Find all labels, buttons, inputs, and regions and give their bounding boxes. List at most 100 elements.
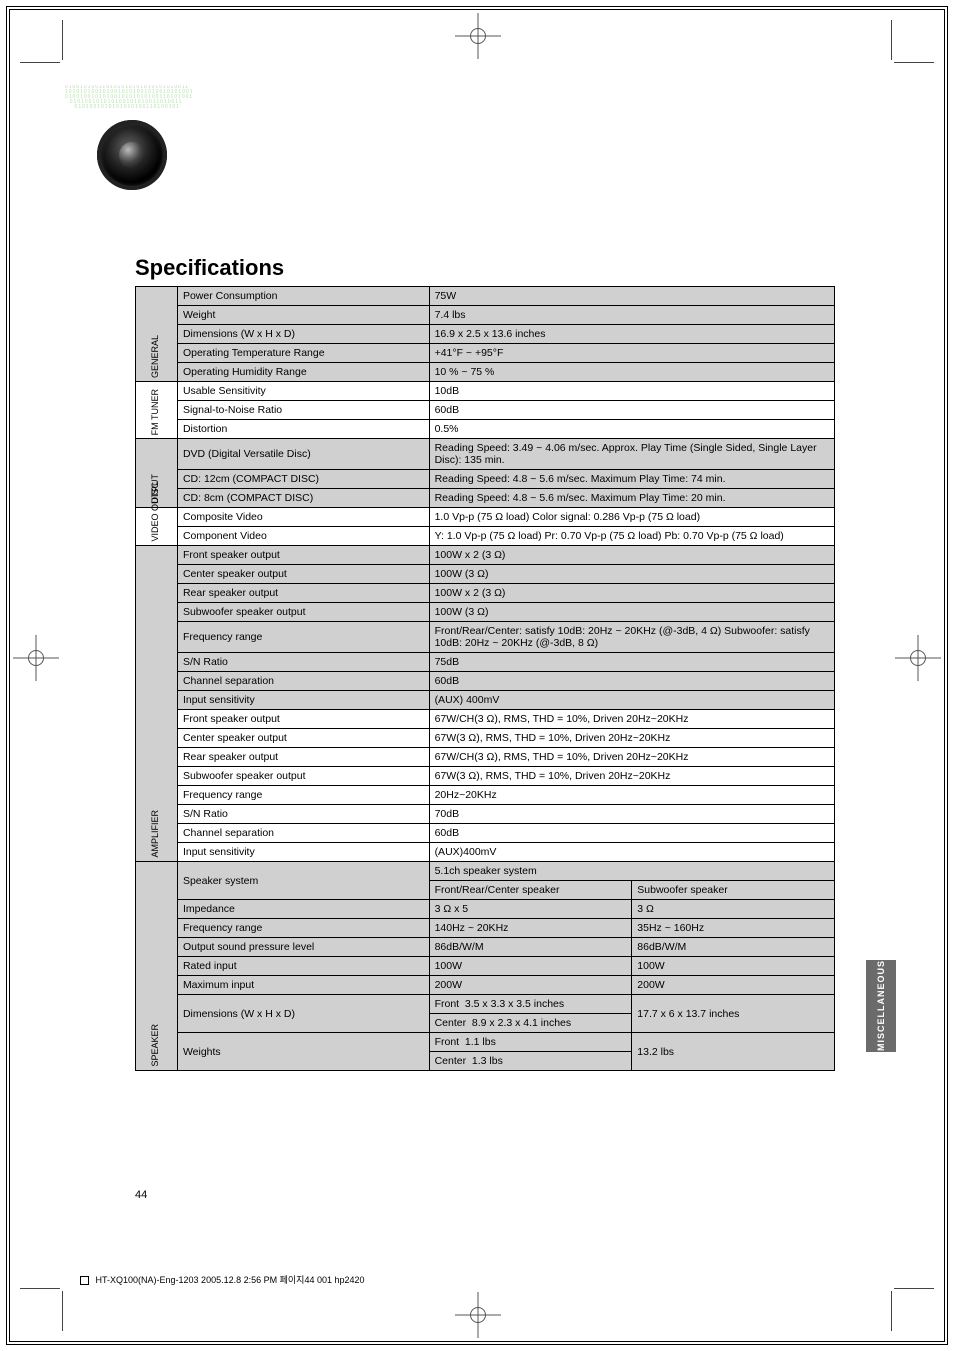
spec-label: Channel separation (177, 672, 429, 691)
spec-label: Rear speaker output (177, 748, 429, 767)
spec-label: Front speaker output (177, 710, 429, 729)
spec-label: Center speaker output (177, 729, 429, 748)
speaker-logo: 010010100110101010101010101010011 101010… (55, 75, 210, 245)
spec-value: 60dB (429, 401, 834, 420)
spec-label: Composite Video (177, 508, 429, 527)
spec-label: Frequency range (177, 786, 429, 805)
spec-label: CD: 12cm (COMPACT DISC) (177, 470, 429, 489)
spec-value: 20Hz~20KHz (429, 786, 834, 805)
spec-label: Speaker system (177, 862, 429, 900)
spec-value: 75W (429, 287, 834, 306)
spec-value: 67W(3 Ω), RMS, THD = 10%, Driven 20Hz~20… (429, 767, 834, 786)
spec-label: S/N Ratio (177, 653, 429, 672)
spec-value: Center 1.3 lbs (429, 1052, 632, 1071)
spec-value: 60dB (429, 672, 834, 691)
page-number: 44 (135, 1189, 147, 1201)
registration-icon (470, 1307, 486, 1323)
spec-value: 10 % ~ 75 % (429, 363, 834, 382)
spec-label: Usable Sensitivity (177, 382, 429, 401)
spec-value: 100W (429, 957, 632, 976)
spec-label: CD: 8cm (COMPACT DISC) (177, 489, 429, 508)
spec-label: Rated input (177, 957, 429, 976)
registration-icon (28, 650, 44, 666)
specifications-table: GENERAL Power Consumption 75W Weight 7.4… (135, 286, 835, 1071)
page: 010010100110101010101010101010011 101010… (0, 0, 954, 1351)
section-fm: FM TUNER (136, 382, 178, 439)
section-tab-misc: MISCELLANEOUS (866, 960, 896, 1052)
spec-value: 67W(3 Ω), RMS, THD = 10%, Driven 20Hz~20… (429, 729, 834, 748)
spec-label: Frequency range (177, 919, 429, 938)
spec-value: 100W (632, 957, 835, 976)
spec-value: 67W/CH(3 Ω), RMS, THD = 10%, Driven 20Hz… (429, 748, 834, 767)
spec-label: Frequency range (177, 622, 429, 653)
spec-value: 0.5% (429, 420, 834, 439)
page-title: Specifications (135, 255, 284, 281)
spec-value: 17.7 x 6 x 13.7 inches (632, 995, 835, 1033)
spec-label: Input sensitivity (177, 843, 429, 862)
spec-value: Reading Speed: 3.49 ~ 4.06 m/sec. Approx… (429, 439, 834, 470)
spec-label: Rear speaker output (177, 584, 429, 603)
section-amplifier: AMPLIFIER (136, 546, 178, 862)
spec-value: 3 Ω x 5 (429, 900, 632, 919)
spec-value: Y: 1.0 Vp-p (75 Ω load) Pr: 0.70 Vp-p (7… (429, 527, 834, 546)
checkbox-icon (80, 1276, 89, 1285)
crop-mark (891, 1291, 892, 1331)
spec-label: Input sensitivity (177, 691, 429, 710)
spec-value: (AUX)400mV (429, 843, 834, 862)
spec-value: Front/Rear/Center: satisfy 10dB: 20Hz ~ … (429, 622, 834, 653)
spec-label: Weight (177, 306, 429, 325)
spec-value: 13.2 lbs (632, 1033, 835, 1071)
spec-value: Reading Speed: 4.8 ~ 5.6 m/sec. Maximum … (429, 489, 834, 508)
crop-mark (20, 62, 60, 63)
spec-value: Front/Rear/Center speaker (429, 881, 632, 900)
spec-label: Subwoofer speaker output (177, 767, 429, 786)
spec-label: DVD (Digital Versatile Disc) (177, 439, 429, 470)
crop-mark (20, 1288, 60, 1289)
crop-mark (62, 1291, 63, 1331)
spec-value: 5.1ch speaker system (429, 862, 834, 881)
spec-value: 75dB (429, 653, 834, 672)
spec-label: Dimensions (W x H x D) (177, 995, 429, 1033)
spec-label: Distortion (177, 420, 429, 439)
spec-value: 16.9 x 2.5 x 13.6 inches (429, 325, 834, 344)
spec-label: Operating Temperature Range (177, 344, 429, 363)
spec-label: Front speaker output (177, 546, 429, 565)
spec-value: 35Hz ~ 160Hz (632, 919, 835, 938)
spec-value: +41°F ~ +95°F (429, 344, 834, 363)
spec-label: Channel separation (177, 824, 429, 843)
registration-icon (910, 650, 926, 666)
spec-value: 100W x 2 (3 Ω) (429, 546, 834, 565)
spec-value: 200W (429, 976, 632, 995)
section-tab-label: MISCELLANEOUS (876, 960, 886, 1051)
section-speaker: SPEAKER (136, 862, 178, 1071)
spec-value: 140Hz ~ 20KHz (429, 919, 632, 938)
spec-label: S/N Ratio (177, 805, 429, 824)
spec-value: (AUX) 400mV (429, 691, 834, 710)
spec-label: Weights (177, 1033, 429, 1071)
spec-value: 1.0 Vp-p (75 Ω load) Color signal: 0.286… (429, 508, 834, 527)
spec-value: 70dB (429, 805, 834, 824)
footer-meta: HT-XQ100(NA)-Eng-1203 2005.12.8 2:56 PM … (80, 1273, 365, 1286)
spec-value: 67W/CH(3 Ω), RMS, THD = 10%, Driven 20Hz… (429, 710, 834, 729)
section-video: VIDEO OUTPUT (136, 508, 178, 546)
spec-label: Operating Humidity Range (177, 363, 429, 382)
spec-value: Reading Speed: 4.8 ~ 5.6 m/sec. Maximum … (429, 470, 834, 489)
spec-value: 3 Ω (632, 900, 835, 919)
registration-icon (470, 28, 486, 44)
spec-value: 100W (3 Ω) (429, 565, 834, 584)
spec-label: Output sound pressure level (177, 938, 429, 957)
crop-mark (62, 20, 63, 60)
spec-value: 100W (3 Ω) (429, 603, 834, 622)
spec-value: 200W (632, 976, 835, 995)
section-general: GENERAL (136, 287, 178, 382)
crop-mark (894, 62, 934, 63)
spec-value: 86dB/W/M (429, 938, 632, 957)
spec-label: Component Video (177, 527, 429, 546)
spec-value: Front 3.5 x 3.3 x 3.5 inches (429, 995, 632, 1014)
spec-value: 100W x 2 (3 Ω) (429, 584, 834, 603)
spec-value: 10dB (429, 382, 834, 401)
spec-label: Dimensions (W x H x D) (177, 325, 429, 344)
speaker-icon (97, 120, 167, 190)
spec-label: Signal-to-Noise Ratio (177, 401, 429, 420)
spec-value: 86dB/W/M (632, 938, 835, 957)
